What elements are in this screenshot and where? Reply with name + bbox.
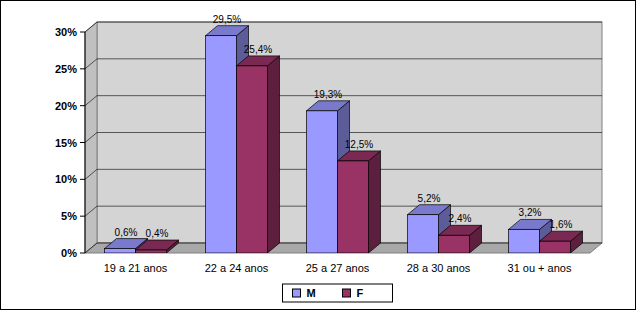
y-axis: [85, 32, 86, 253]
bar-front: [408, 215, 439, 253]
data-label: 0,6%: [115, 227, 138, 238]
bar-top: [540, 231, 583, 241]
bar: [136, 240, 179, 253]
y-tick-label: 20%: [55, 100, 77, 112]
legend: MF: [283, 284, 393, 302]
x-tick-label: 28 a 30 anos: [407, 262, 471, 274]
bar-top: [408, 205, 451, 215]
chart: 0% 5% 10% 15% 20% 25% 30% 0,6% 0,4% 29,5% 25,4% 19,…: [0, 0, 636, 310]
y-tick-label: 10%: [55, 173, 77, 185]
bar-front: [105, 249, 136, 253]
bar-front: [540, 241, 571, 253]
bar-side: [369, 151, 381, 253]
y-tick: [80, 68, 85, 69]
bar-top: [307, 101, 350, 111]
legend-box: [283, 284, 393, 302]
x-tick-label: 19 a 21 anos: [104, 262, 168, 274]
bar-front: [136, 250, 167, 253]
bar-top: [206, 26, 249, 36]
x-tick-label: 25 a 27 anos: [306, 262, 370, 274]
data-label: 2,4%: [449, 213, 472, 224]
legend-label: F: [357, 287, 364, 299]
bar-top: [509, 219, 552, 229]
bar-side: [268, 56, 280, 253]
bar-top: [439, 225, 482, 235]
x-tick-label: 31 ou + anos: [508, 262, 572, 274]
y-tick-label: 5%: [61, 210, 77, 222]
data-label: 3,2%: [519, 207, 542, 218]
bar-front: [307, 111, 338, 253]
data-label: 29,5%: [213, 14, 241, 25]
bar: [237, 56, 280, 253]
legend-label: M: [307, 287, 316, 299]
data-label: 5,2%: [418, 193, 441, 204]
y-tick-label: 0%: [61, 247, 77, 259]
y-tick: [80, 179, 85, 180]
legend-swatch: [293, 289, 301, 297]
bar-top: [136, 240, 179, 250]
data-label: 0,4%: [146, 228, 169, 239]
y-tick-label: 25%: [55, 63, 77, 75]
x-tick-label: 22 a 24 anos: [205, 262, 269, 274]
bar-front: [206, 36, 237, 253]
bars: [105, 26, 583, 253]
grid-line: [85, 22, 602, 32]
chart-frame: [1, 1, 636, 310]
bar-front: [439, 235, 470, 253]
y-tick-label: 30%: [55, 26, 77, 38]
bar-front: [338, 161, 369, 253]
y-tick: [80, 105, 85, 106]
data-label: 12,5%: [345, 139, 373, 150]
bar-front: [237, 66, 268, 253]
y-tick: [80, 142, 85, 143]
bar: [338, 151, 381, 253]
y-tick: [80, 32, 85, 33]
bar: [540, 231, 583, 253]
labels: 0,6% 0,4% 29,5% 25,4% 19,3% 12,5% 5,2% 2,4% 3,2%…: [115, 14, 573, 239]
y-tick: [80, 253, 85, 254]
data-label: 1,6%: [550, 219, 573, 230]
bar-top: [237, 56, 280, 66]
y-tick: [80, 216, 85, 217]
y-tick-label: 15%: [55, 137, 77, 149]
grid-line: [85, 59, 602, 69]
data-label: 19,3%: [314, 89, 342, 100]
bar-front: [509, 229, 540, 253]
data-label: 25,4%: [244, 44, 272, 55]
bar-top: [338, 151, 381, 161]
legend-swatch: [343, 289, 351, 297]
bar: [439, 225, 482, 253]
